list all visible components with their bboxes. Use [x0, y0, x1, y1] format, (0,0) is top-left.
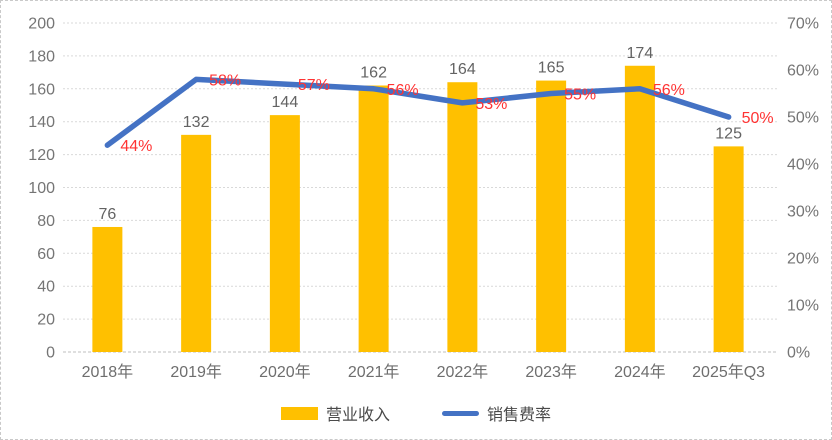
bar-value-label: 125 — [715, 125, 742, 142]
rate-point-label: 56% — [653, 82, 685, 99]
revenue-bar — [358, 85, 389, 352]
left-axis-tick: 120 — [28, 147, 55, 164]
chart-plot-area: 0 20 40 60 80 100 120 140 160 180 200 0% 10% 20% 30% 40… — [28, 16, 819, 382]
rate-point-label: 56% — [387, 82, 419, 99]
revenue-bar — [92, 226, 123, 352]
left-axis-tick: 140 — [28, 114, 55, 131]
right-axis-tick: 70% — [787, 16, 819, 33]
revenue-bar — [713, 146, 744, 352]
right-axis-tick: 10% — [787, 298, 819, 315]
x-axis-label: 2021年 — [348, 363, 400, 381]
rate-point-label: 44% — [120, 138, 152, 155]
chart-legend: 营业收入 销售费率 — [1, 401, 831, 425]
revenue-bar — [447, 82, 478, 352]
revenue-bar — [269, 115, 300, 353]
expense-rate-line — [104, 76, 732, 148]
left-axis-tick: 20 — [37, 312, 55, 329]
bar-value-label: 174 — [627, 45, 654, 62]
legend-label: 销售费率 — [487, 407, 552, 424]
left-axis-tick: 80 — [37, 213, 55, 230]
revenue-bar — [624, 65, 655, 353]
legend-label: 营业收入 — [325, 407, 390, 424]
left-axis-tick: 160 — [28, 81, 55, 98]
legend-item-bar: 营业收入 — [280, 401, 390, 425]
left-axis-tick: 40 — [37, 279, 55, 296]
right-axis-tick: 30% — [787, 204, 819, 221]
right-axis-tick: 50% — [787, 110, 819, 127]
legend-item-line: 销售费率 — [442, 401, 551, 425]
right-axis-tick: 40% — [787, 157, 819, 174]
rate-point-label: 58% — [209, 72, 241, 89]
rate-point-label: 53% — [475, 96, 507, 113]
revenue-bar — [181, 134, 212, 352]
bar-value-label: 144 — [272, 94, 299, 111]
x-axis-label: 2019年 — [170, 363, 222, 381]
x-axis-label: 2025年Q3 — [692, 363, 765, 381]
bar-value-label: 165 — [538, 60, 565, 77]
rate-point-label: 55% — [564, 87, 596, 104]
x-axis-label: 2024年 — [614, 363, 666, 381]
bar-value-label: 132 — [183, 114, 210, 131]
x-axis-label: 2020年 — [259, 363, 311, 381]
right-axis-tick: 20% — [787, 251, 819, 268]
legend-line-swatch — [442, 410, 479, 416]
legend-bar-swatch — [280, 406, 318, 420]
left-axis-tick: 180 — [28, 48, 55, 65]
x-axis-label: 2023年 — [525, 363, 577, 381]
bar-value-label: 164 — [449, 61, 476, 78]
bar-value-label: 162 — [360, 65, 387, 82]
left-axis-tick: 100 — [28, 180, 55, 197]
revenue-bar — [536, 80, 567, 352]
x-axis-label: 2018年 — [82, 363, 134, 381]
left-axis-tick: 200 — [28, 16, 55, 33]
left-axis-tick: 0 — [46, 345, 55, 362]
rate-point-label: 57% — [298, 77, 330, 94]
rate-point-label: 50% — [742, 110, 774, 127]
right-axis-tick: 0% — [787, 345, 810, 362]
left-axis-tick: 60 — [37, 246, 55, 263]
right-axis-tick: 60% — [787, 63, 819, 80]
x-axis-label: 2022年 — [437, 363, 489, 381]
bar-value-label: 76 — [98, 206, 116, 223]
